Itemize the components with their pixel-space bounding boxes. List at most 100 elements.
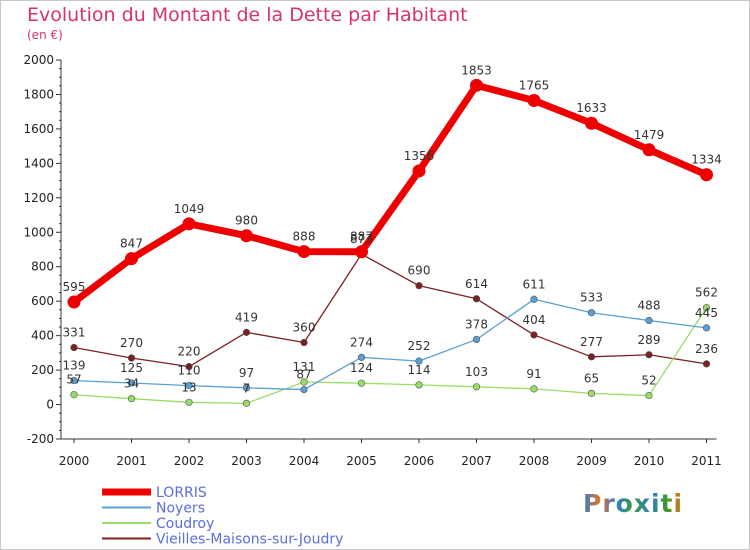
data-point bbox=[185, 381, 193, 390]
data-label: 252 bbox=[408, 339, 431, 353]
data-label: 1765 bbox=[519, 78, 550, 92]
series-line-noyers bbox=[73, 298, 708, 391]
data-label: 270 bbox=[120, 336, 143, 350]
y-tick-label: 1200 bbox=[23, 191, 54, 205]
data-point bbox=[642, 143, 656, 157]
data-point bbox=[530, 295, 538, 303]
data-label: 103 bbox=[465, 365, 488, 379]
data-label: 980 bbox=[235, 214, 258, 228]
x-tick-label: 2003 bbox=[231, 454, 262, 468]
y-tick-label: 1800 bbox=[23, 87, 54, 101]
data-point bbox=[587, 389, 596, 397]
data-point bbox=[702, 324, 711, 332]
data-label: 124 bbox=[350, 361, 373, 375]
y-tick-label: 2000 bbox=[23, 53, 54, 67]
data-point bbox=[470, 78, 483, 92]
data-point bbox=[530, 331, 538, 339]
x-tick-label: 2006 bbox=[404, 454, 435, 468]
data-label: 220 bbox=[178, 345, 201, 359]
data-label: 114 bbox=[408, 363, 431, 377]
y-tick-label: 800 bbox=[31, 260, 54, 274]
data-point bbox=[645, 351, 653, 359]
data-label: 87 bbox=[296, 368, 311, 382]
chart-title: Evolution du Montant de la Dette par Hab… bbox=[27, 4, 468, 26]
data-label: 562 bbox=[695, 286, 718, 300]
data-label: 52 bbox=[641, 374, 656, 388]
data-point bbox=[587, 309, 596, 317]
data-point bbox=[700, 168, 713, 182]
data-point bbox=[472, 335, 481, 344]
data-point bbox=[585, 116, 598, 130]
x-tick-label: 2011 bbox=[691, 454, 722, 468]
series-line-lorris bbox=[70, 81, 710, 306]
data-point bbox=[357, 353, 366, 361]
logo-text: Proxiti bbox=[583, 489, 684, 518]
x-tick-label: 2001 bbox=[116, 454, 147, 468]
x-tick-label: 2008 bbox=[519, 454, 550, 468]
data-point bbox=[300, 338, 308, 347]
x-tick-label: 2005 bbox=[346, 454, 377, 468]
axes: -200 0 200 400 600 800 1000 1200 1400 1600 1800 200… bbox=[23, 53, 721, 468]
x-tick-label: 2009 bbox=[576, 454, 607, 468]
data-point bbox=[242, 399, 251, 407]
y-tick-label: 1400 bbox=[23, 156, 54, 170]
data-point bbox=[357, 379, 366, 387]
data-label: 533 bbox=[580, 291, 603, 305]
data-point bbox=[127, 395, 136, 403]
data-point bbox=[300, 385, 308, 394]
data-point bbox=[185, 398, 193, 406]
x-tick-label: 2010 bbox=[634, 454, 665, 468]
data-label: 125 bbox=[120, 361, 143, 375]
data-point bbox=[67, 295, 81, 309]
data-label: 595 bbox=[63, 280, 86, 294]
data-point bbox=[472, 383, 481, 391]
data-point bbox=[242, 384, 251, 392]
data-point bbox=[297, 245, 311, 259]
legend-label: LORRIS bbox=[156, 485, 207, 501]
data-label: 139 bbox=[63, 359, 86, 373]
data-label: 1633 bbox=[576, 101, 607, 115]
legend-label: Noyers bbox=[156, 501, 205, 517]
data-label: 274 bbox=[350, 335, 373, 349]
data-label: 289 bbox=[638, 333, 661, 347]
data-point bbox=[527, 93, 541, 107]
data-point bbox=[70, 343, 78, 352]
data-point bbox=[412, 164, 426, 178]
x-tick-label: 2000 bbox=[59, 454, 90, 468]
data-point bbox=[125, 252, 138, 266]
data-label: 360 bbox=[293, 321, 316, 335]
data-point bbox=[127, 379, 136, 387]
data-point bbox=[70, 376, 78, 385]
data-label: 404 bbox=[523, 313, 546, 327]
y-tick-label: 400 bbox=[31, 329, 54, 343]
series-line-coudroy bbox=[73, 307, 708, 404]
data-labels: 331 270 220 419 360 873 690 614 404 277 289 236 57 34… bbox=[63, 63, 722, 395]
y-tick-label: 1600 bbox=[23, 122, 54, 136]
chart-subtitle: (en €) bbox=[27, 28, 63, 42]
data-point bbox=[415, 381, 423, 389]
data-point bbox=[530, 385, 538, 393]
x-tick-label: 2004 bbox=[289, 454, 320, 468]
data-label: 34 bbox=[124, 377, 139, 391]
data-label: 131 bbox=[293, 360, 316, 374]
data-label: 419 bbox=[235, 310, 258, 324]
data-label: 91 bbox=[526, 367, 541, 381]
data-label: 277 bbox=[580, 335, 603, 349]
data-point bbox=[587, 353, 596, 361]
data-label: 110 bbox=[178, 364, 201, 378]
data-point bbox=[127, 354, 136, 362]
data-label: 1356 bbox=[404, 149, 435, 163]
data-label: 888 bbox=[293, 230, 316, 244]
data-label: 13 bbox=[181, 380, 196, 394]
data-point bbox=[355, 245, 368, 259]
data-point bbox=[70, 391, 78, 399]
y-tick-label: 200 bbox=[31, 363, 54, 377]
series-layer bbox=[67, 78, 713, 407]
data-point bbox=[702, 304, 711, 312]
data-label: 445 bbox=[695, 306, 718, 320]
series-line-vieilles-maisons-sur-joudry bbox=[73, 253, 708, 368]
data-label: 57 bbox=[66, 373, 81, 387]
data-label: 7 bbox=[243, 381, 251, 395]
